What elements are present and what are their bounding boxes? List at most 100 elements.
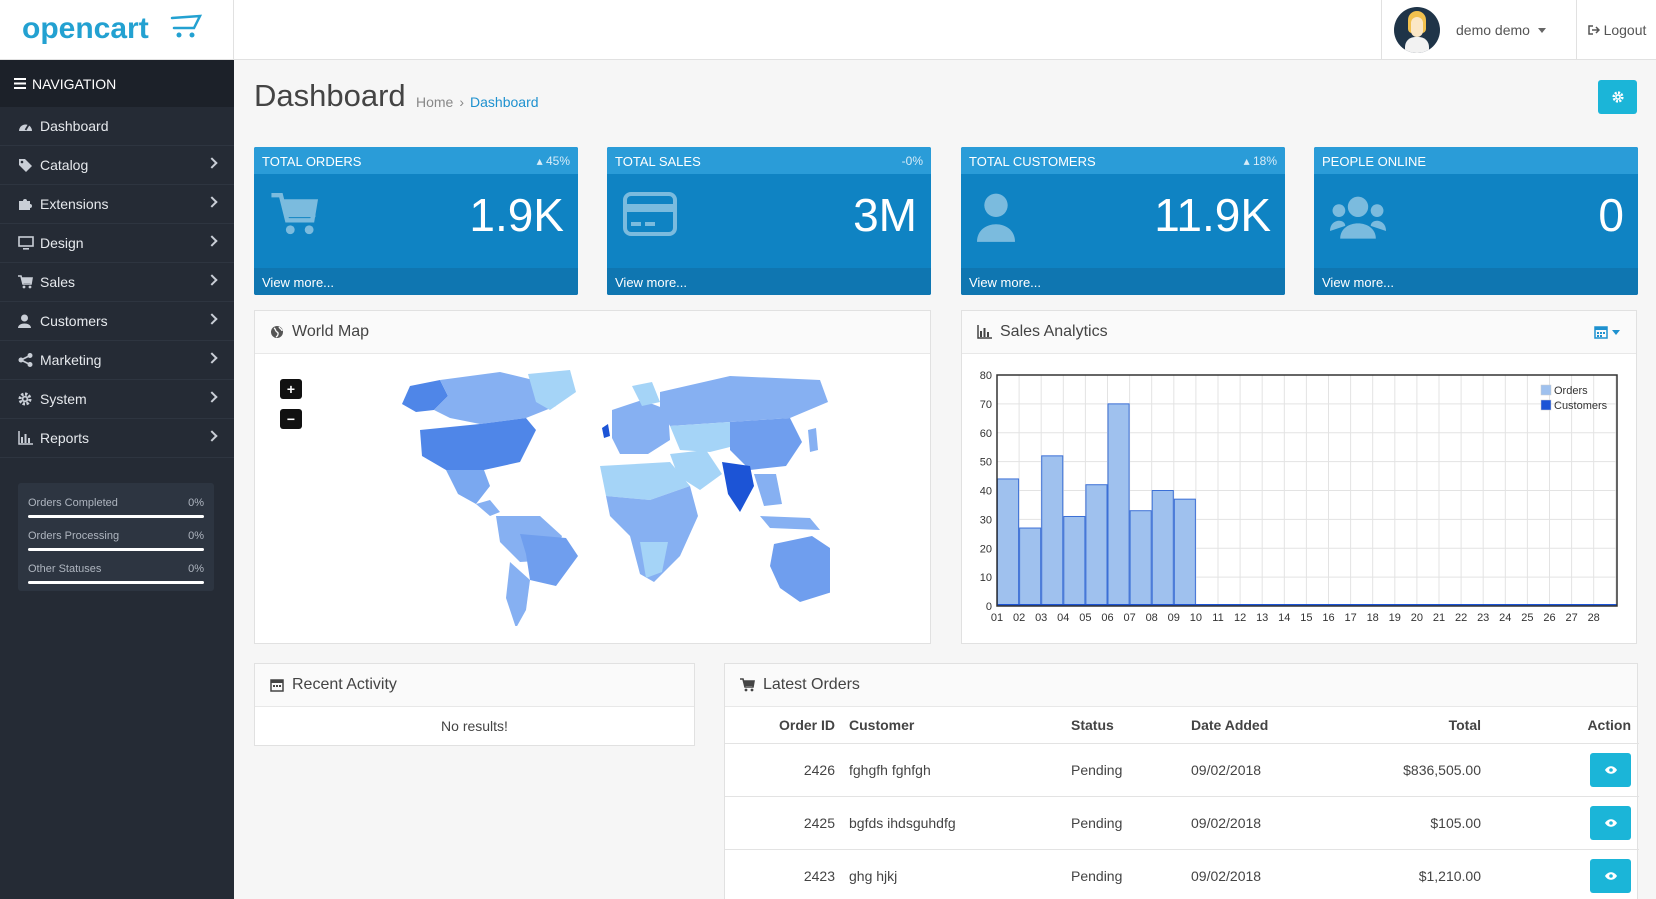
- user-name: demo demo: [1456, 22, 1530, 38]
- cart-icon: [18, 275, 40, 289]
- x-tick-label: 12: [1234, 612, 1246, 624]
- panel-title: World Map: [292, 323, 370, 340]
- panel-header: Latest Orders: [725, 664, 1637, 707]
- column-date-added[interactable]: Date Added: [1191, 707, 1361, 744]
- map-region-scandinavia: [632, 382, 660, 406]
- latest-orders-table: Order ID Customer Status Date Added Tota…: [725, 707, 1639, 899]
- view-order-button[interactable]: [1590, 858, 1631, 893]
- progress-bar: [28, 548, 204, 551]
- x-tick-label: 01: [991, 612, 1003, 624]
- sidebar-item-label: Dashboard: [40, 118, 109, 134]
- caret-up-icon: ▴: [1243, 154, 1250, 168]
- order-date: 09/02/2018: [1191, 796, 1361, 850]
- x-tick-label: 28: [1588, 612, 1600, 624]
- puzzle-icon: [18, 197, 40, 211]
- latest-orders-panel: Latest Orders Order ID Customer Status D…: [724, 663, 1639, 899]
- order-id: 2423: [725, 849, 849, 899]
- x-tick-label: 20: [1411, 612, 1423, 624]
- tile-total-sales: TOTAL SALES -0% 3M View more...: [607, 147, 931, 295]
- view-order-button[interactable]: [1590, 805, 1631, 840]
- x-tick-label: 11: [1212, 612, 1223, 624]
- opencart-logo[interactable]: opencart: [0, 0, 234, 60]
- tile-value: 11.9K: [1154, 189, 1271, 241]
- map-region-greenland: [528, 370, 576, 410]
- sidebar-item-extensions[interactable]: Extensions: [0, 185, 234, 224]
- column-total[interactable]: Total: [1361, 707, 1481, 744]
- map-region-middle-east: [670, 450, 722, 490]
- map-region-mexico: [446, 470, 490, 504]
- sidebar-item-system[interactable]: System: [0, 380, 234, 419]
- column-order-id[interactable]: Order ID: [725, 707, 849, 744]
- tile-people-online: PEOPLE ONLINE 0 View more...: [1314, 147, 1638, 295]
- tile-body: 1.9K: [254, 174, 578, 268]
- chevron-right-icon: [206, 196, 218, 208]
- bar-orders: [1019, 527, 1042, 607]
- chevron-right-icon: [206, 391, 218, 403]
- logo-mark: opencart: [22, 12, 202, 45]
- chevron-right-icon: [206, 235, 218, 247]
- order-status: Pending: [1071, 796, 1191, 850]
- page-title: Dashboard: [254, 78, 406, 113]
- map-region-africa: [606, 486, 698, 582]
- tile-view-more-link[interactable]: View more...: [607, 268, 931, 295]
- sidebar-item-sales[interactable]: Sales: [0, 263, 234, 302]
- date-range-dropdown[interactable]: [1594, 325, 1620, 339]
- order-customer: bgfds ihdsguhdfg: [849, 796, 1071, 850]
- x-tick-label: 17: [1344, 612, 1356, 624]
- empty-state-text: No results!: [441, 718, 508, 734]
- map-zoom-in-button[interactable]: +: [280, 379, 302, 399]
- map-region-japan: [808, 428, 818, 452]
- x-tick-label: 07: [1123, 612, 1135, 624]
- tile-view-more-link[interactable]: View more...: [961, 268, 1285, 295]
- breadcrumb-home[interactable]: Home: [416, 94, 454, 110]
- x-tick-label: 02: [1013, 612, 1025, 624]
- map-region-central-asia: [670, 422, 742, 452]
- tile-view-more-link[interactable]: View more...: [254, 268, 578, 295]
- order-status-summary: Orders Completed 0% Orders Processing 0%…: [18, 483, 214, 591]
- stat-label: Orders Completed: [28, 497, 118, 509]
- bar-orders: [1063, 515, 1086, 607]
- panel-title: Latest Orders: [763, 676, 860, 693]
- user-dropdown[interactable]: demo demo: [1381, 0, 1577, 60]
- tile-view-more-link[interactable]: View more...: [1314, 268, 1638, 295]
- navigation-header: NAVIGATION: [0, 60, 234, 107]
- tile-title: TOTAL ORDERS: [262, 154, 362, 169]
- legend-label: Customers: [1554, 400, 1608, 412]
- gear-icon: [18, 392, 40, 406]
- map-region-south-america-south: [506, 562, 530, 626]
- x-tick-label: 18: [1367, 612, 1379, 624]
- tile-body: 0: [1314, 174, 1638, 268]
- globe-icon: [271, 326, 283, 338]
- column-status[interactable]: Status: [1071, 707, 1191, 744]
- bar-chart-icon: [977, 325, 992, 339]
- bar-orders: [1151, 490, 1174, 607]
- sidebar-item-catalog[interactable]: Catalog: [0, 146, 234, 185]
- logout-button[interactable]: Logout: [1578, 0, 1656, 60]
- user-icon: [977, 193, 1015, 242]
- map-region-china: [730, 418, 802, 470]
- table-header-row: Order ID Customer Status Date Added Tota…: [725, 707, 1639, 744]
- sidebar-item-dashboard[interactable]: Dashboard: [0, 107, 234, 146]
- credit-card-icon: [623, 192, 677, 236]
- sidebar-item-label: System: [40, 391, 87, 407]
- sidebar-item-design[interactable]: Design: [0, 224, 234, 263]
- x-tick-label: 15: [1300, 612, 1312, 624]
- dashboard-icon: [18, 120, 40, 133]
- dashboard-settings-button[interactable]: [1598, 80, 1637, 114]
- panel-header: Recent Activity: [255, 664, 694, 707]
- y-tick-label: 80: [980, 370, 992, 382]
- breadcrumb-dashboard[interactable]: Dashboard: [470, 94, 539, 110]
- column-customer[interactable]: Customer: [849, 707, 1071, 744]
- sidebar-item-reports[interactable]: Reports: [0, 419, 234, 458]
- map-region-brazil: [520, 534, 578, 586]
- share-icon: [18, 353, 40, 367]
- caret-up-icon: ▴: [536, 154, 543, 168]
- order-customer: fghgfh fghfgh: [849, 743, 1071, 797]
- x-tick-label: 23: [1477, 612, 1489, 624]
- sidebar-item-marketing[interactable]: Marketing: [0, 341, 234, 380]
- view-order-button[interactable]: [1590, 752, 1631, 787]
- sidebar-item-customers[interactable]: Customers: [0, 302, 234, 341]
- x-tick-label: 13: [1256, 612, 1268, 624]
- map-zoom-out-button[interactable]: −: [280, 409, 302, 429]
- world-map[interactable]: [350, 366, 830, 626]
